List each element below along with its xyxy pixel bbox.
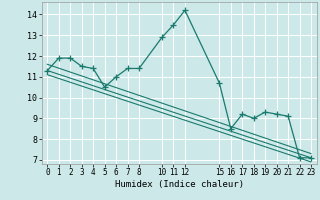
X-axis label: Humidex (Indice chaleur): Humidex (Indice chaleur) bbox=[115, 180, 244, 189]
